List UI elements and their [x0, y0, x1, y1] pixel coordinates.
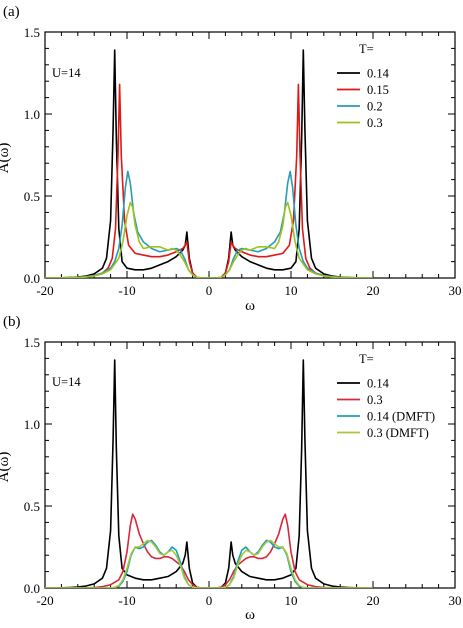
x-tick-label: 20: [367, 593, 380, 608]
y-axis-label: A(ω): [0, 143, 12, 174]
series-line: [45, 201, 373, 278]
legend: 0.14 0.15 0.2 0.3: [337, 67, 390, 130]
y-tick-labels: 0.0 0.5 1.0 1.5: [24, 335, 40, 596]
x-tick-label: -10: [118, 283, 135, 298]
x-tick-label: 30: [449, 593, 462, 608]
x-tick-label: 20: [367, 283, 380, 298]
y-tick-label: 0.0: [24, 271, 40, 286]
y-tick-label: 1.0: [24, 417, 40, 432]
legend-entry: 0.3: [367, 393, 383, 407]
legend-entry: 0.3: [367, 116, 383, 130]
x-tick-label: 0: [206, 283, 213, 298]
x-tick-label: -20: [36, 593, 53, 608]
x-axis-label: ω: [245, 298, 255, 314]
panel-b: (b) 0.0 0.5 1.0 1.5 -20 -10 0 10 20 30 U=14 T= 0…: [0, 314, 462, 623]
y-tick-label: 1.5: [24, 335, 40, 350]
series-group: [45, 359, 373, 588]
panel-label: (a): [3, 4, 20, 20]
x-axis-label: ω: [245, 607, 255, 623]
series-line: [45, 539, 373, 588]
series-line: [45, 49, 373, 278]
legend-title: T=: [359, 352, 374, 366]
series-line: [45, 170, 373, 278]
legend-entry: 0.3 (DMFT): [367, 426, 429, 440]
series-line: [45, 513, 373, 588]
x-tick-label: 10: [285, 283, 298, 298]
u-annotation: U=14: [52, 375, 81, 389]
y-tick-label: 0.5: [24, 189, 40, 204]
panel-a: (a) 0.0 0.5 1.0 1.5 -20 -10 0 10 20 30 U=14 T= 0…: [0, 4, 462, 314]
legend-entry: 0.2: [367, 100, 383, 114]
x-tick-labels: -20 -10 0 10 20 30: [36, 593, 461, 608]
series-group: [45, 49, 373, 278]
plot-frame: [44, 341, 456, 589]
series-line: [45, 359, 373, 588]
y-tick-label: 1.0: [24, 107, 40, 122]
legend: 0.14 0.3 0.14 (DMFT) 0.3 (DMFT): [337, 377, 435, 440]
legend-title: T=: [359, 42, 374, 56]
x-tick-labels: -20 -10 0 10 20 30: [36, 283, 461, 298]
y-tick-label: 0.0: [24, 581, 40, 596]
x-tick-label: 0: [206, 593, 213, 608]
y-axis-label: A(ω): [0, 452, 12, 483]
series-line: [45, 539, 373, 588]
u-annotation: U=14: [52, 66, 81, 80]
x-tick-label: -10: [118, 593, 135, 608]
legend-entry: 0.14: [367, 377, 390, 391]
panel-label: (b): [3, 314, 21, 330]
plot-frame: [44, 31, 456, 279]
y-tick-labels: 0.0 0.5 1.0 1.5: [24, 25, 40, 286]
x-tick-label: -20: [36, 283, 53, 298]
legend-entry: 0.14: [367, 67, 390, 81]
x-tick-label: 10: [285, 593, 298, 608]
y-tick-label: 1.5: [24, 25, 40, 40]
series-line: [45, 83, 373, 278]
legend-entry: 0.15: [367, 83, 389, 97]
y-tick-label: 0.5: [24, 499, 40, 514]
axis-ticks: [44, 31, 456, 279]
legend-entry: 0.14 (DMFT): [367, 410, 435, 424]
x-tick-label: 30: [449, 283, 462, 298]
